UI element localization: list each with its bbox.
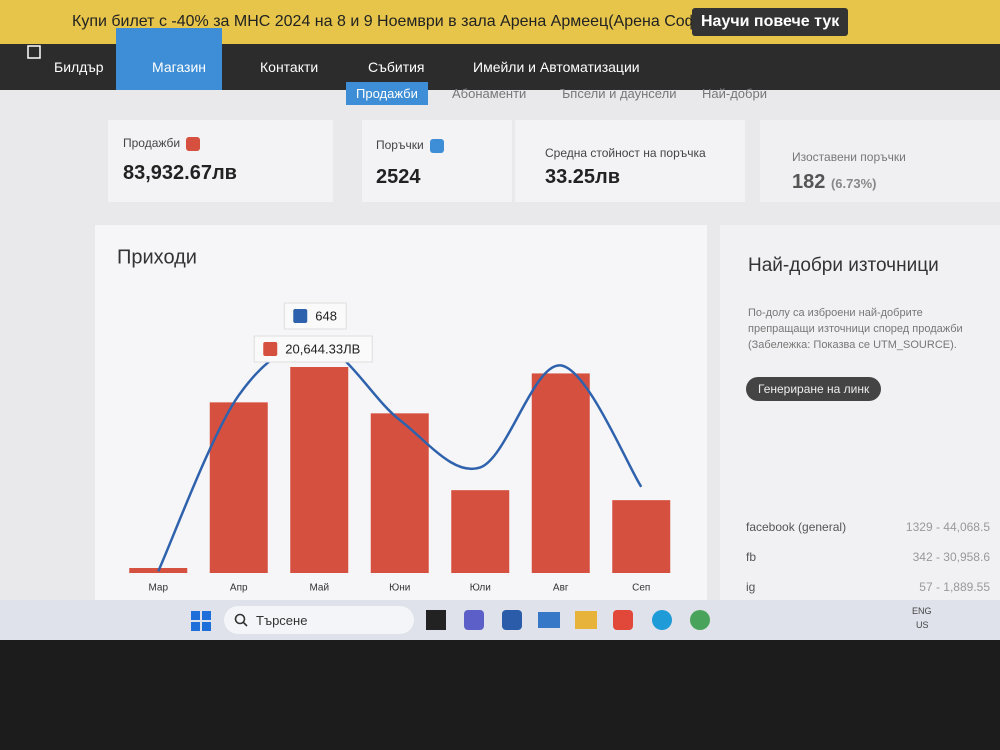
- tab[interactable]: Абонаменти: [452, 86, 527, 101]
- chart: Приходи Мар Апр Май Юни Юли Авг Сеп 648 20,644.3…: [117, 246, 671, 594]
- kpi: Изоставени поръчки 182 (6.73%): [760, 120, 1000, 202]
- kpi: Продажби 83,932.67лв: [108, 120, 333, 202]
- tab[interactable]: Най-добри: [702, 86, 767, 101]
- tooltip-swatch: [293, 309, 308, 323]
- bar: [531, 373, 590, 573]
- source-name: facebook (general): [746, 520, 847, 534]
- x-tick-label: Юни: [389, 583, 410, 594]
- tooltip: 648: [283, 302, 347, 330]
- banner-text: Купи билет с -40% за МНС 2024 на 8 и 9 Н…: [72, 13, 721, 30]
- kpi-label: Продажби: [123, 136, 201, 151]
- kpi-label: Поръчки: [376, 138, 444, 153]
- taskbar-apps: [426, 610, 710, 630]
- nav-label: Билдър: [54, 59, 104, 75]
- source-value: 57 - 1,889.55: [919, 580, 990, 594]
- nav-label: Имейли и Автоматизации: [473, 59, 640, 75]
- bar: [290, 367, 349, 573]
- tooltip-swatch: [263, 342, 278, 356]
- kpi-label: Изоставени поръчки: [792, 150, 906, 164]
- nav-label: Контакти: [260, 59, 319, 75]
- laptop-bezel: [0, 640, 1000, 750]
- banner-button[interactable]: Научи повече тук: [692, 8, 849, 36]
- x-tick-label: Май: [309, 583, 329, 594]
- region[interactable]: US: [916, 620, 929, 630]
- kpi-label-text: Продажби: [123, 136, 181, 150]
- source-value: 1329 - 44,068.5: [905, 520, 990, 534]
- kpi-value: 2524: [376, 166, 421, 188]
- nav-label: Събития: [368, 59, 425, 75]
- kpi-note: (6.73%): [830, 176, 877, 191]
- bar: [209, 402, 268, 573]
- kpi-value: 33.25лв: [545, 166, 621, 188]
- source-name: ig: [746, 580, 756, 594]
- bar: [451, 490, 510, 573]
- legend-swatch: [429, 138, 444, 153]
- tooltip-value: 20,644.33ЛВ: [285, 341, 360, 356]
- start-button[interactable]: [190, 610, 212, 632]
- nav-item-active[interactable]: Магазин: [116, 28, 222, 90]
- generate-link-button[interactable]: Генериране на линк: [746, 377, 882, 401]
- kpi: Поръчки 2524: [362, 120, 512, 202]
- x-tick-label: Апр: [230, 583, 248, 594]
- legend-swatch: [186, 136, 201, 151]
- sources-description: По-долу са изброени най-добрите препраща…: [748, 307, 963, 351]
- kpi-label-text: Поръчки: [376, 138, 424, 152]
- language[interactable]: ENG: [912, 606, 932, 616]
- kpi-number: 182: [792, 171, 826, 193]
- nav-item[interactable]: Събития: [342, 44, 442, 90]
- sources-title: Най-добри източници: [748, 255, 939, 276]
- source-name: fb: [746, 550, 757, 564]
- nav-item[interactable]: Билдър: [14, 44, 114, 90]
- tab[interactable]: Ъпсели и даунсели: [560, 86, 677, 101]
- line: [157, 343, 643, 572]
- nav-item[interactable]: Имейли и Автоматизации: [448, 44, 648, 90]
- x-tick-label: Юли: [470, 583, 491, 594]
- search-icon: [234, 613, 248, 627]
- nav: Билдър Магазин Контакти Събития Имейли и…: [0, 28, 1000, 90]
- search-placeholder: Търсене: [256, 613, 308, 628]
- tab-active[interactable]: Продажби: [346, 82, 428, 105]
- x-tick-label: Сеп: [632, 583, 650, 594]
- bar: [612, 500, 671, 573]
- kpi-value: 83,932.67лв: [123, 162, 237, 184]
- nav-item[interactable]: Контакти: [232, 44, 332, 90]
- bar: [370, 413, 429, 573]
- sources-panel: Най-добри източници По-долу са изброени …: [720, 225, 1000, 624]
- kpi-value: 182 (6.73%): [792, 171, 876, 194]
- nav-label: Магазин: [152, 59, 207, 75]
- search-box[interactable]: Търсене: [224, 606, 414, 634]
- tooltip-value: 648: [315, 308, 337, 323]
- kpi-label: Средна стойност на поръчка: [545, 146, 706, 160]
- x-tick-label: Авг: [553, 583, 569, 594]
- x-tick-label: Мар: [148, 583, 168, 594]
- tooltip: 20,644.33ЛВ: [253, 335, 373, 363]
- source-value: 342 - 30,958.6: [912, 550, 990, 564]
- kpi: Средна стойност на поръчка 33.25лв: [515, 120, 745, 202]
- chart-title: Приходи: [117, 246, 197, 268]
- taskbar: Търсене ENG US: [0, 600, 1000, 640]
